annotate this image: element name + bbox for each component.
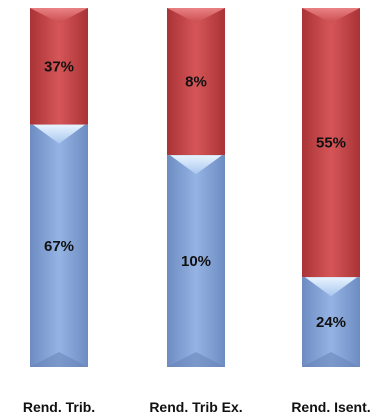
bar-segment-red-3 <box>302 8 360 278</box>
bar-boundary-cap-2 <box>170 155 222 175</box>
bar-top-cap-2 <box>167 8 225 23</box>
bar-segment-red-2 <box>167 8 225 156</box>
data-label-blue-3: 24% <box>316 314 346 331</box>
bar-segment-red-1 <box>30 8 88 125</box>
category-label-1: Rend. Trib. <box>23 399 95 415</box>
category-label-2: Rend. Trib Ex. <box>149 399 242 415</box>
data-label-blue-2: 10% <box>181 253 211 270</box>
data-label-blue-1: 67% <box>44 238 74 255</box>
bar-top-cap-1 <box>30 8 88 23</box>
category-label-3: Rend. Isent. <box>291 399 370 415</box>
data-label-red-2: 8% <box>185 74 207 91</box>
bar-boundary-cap-3 <box>305 277 357 297</box>
bar-boundary-cap-1 <box>33 124 85 144</box>
bar-top-cap-3 <box>302 8 360 23</box>
bar-segment-blue-1 <box>30 124 88 367</box>
data-label-red-1: 37% <box>44 58 74 75</box>
bar-segment-blue-2 <box>167 155 225 367</box>
data-label-red-3: 55% <box>316 135 346 152</box>
bar-bottom-cap-3 <box>302 352 360 367</box>
bar-bottom-cap-2 <box>167 352 225 367</box>
bar-bottom-cap-1 <box>30 352 88 367</box>
